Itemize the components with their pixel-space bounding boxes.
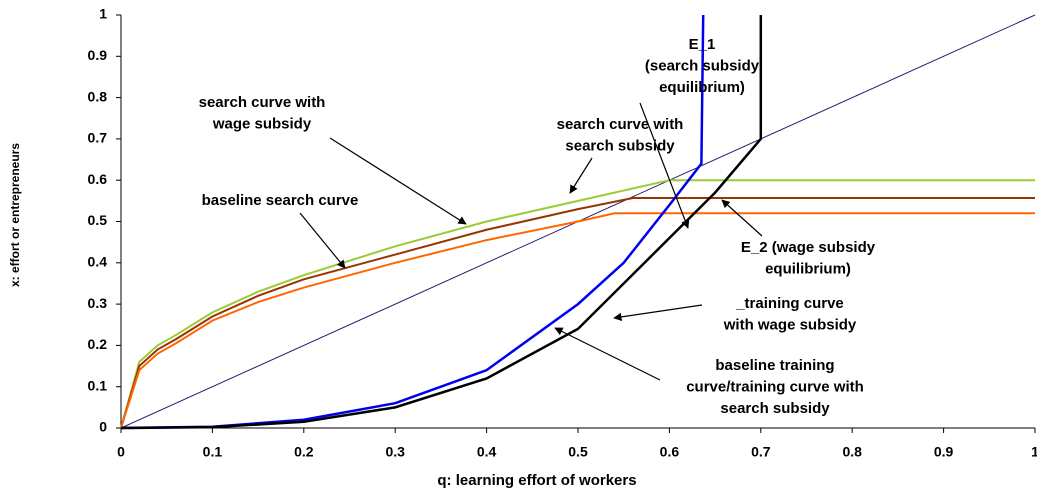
annotation-arrow bbox=[329, 137, 467, 225]
x-tick-label: 0.8 bbox=[842, 444, 862, 460]
x-tick-label: 0.2 bbox=[294, 444, 314, 460]
annotation: _training curve bbox=[735, 295, 844, 312]
annotation: wage subsidy bbox=[212, 115, 312, 132]
annotation: with wage subsidy bbox=[723, 316, 857, 333]
y-tick-label: 0.3 bbox=[88, 295, 108, 311]
y-tick-label: 0.2 bbox=[88, 336, 108, 352]
x-tick-label: 0 bbox=[117, 444, 125, 460]
annotation: search curve with bbox=[557, 116, 684, 133]
annotation-arrow bbox=[569, 157, 593, 194]
annotation: E_1 bbox=[689, 36, 716, 53]
annotation-arrow bbox=[721, 199, 763, 237]
annotation: curve/training curve with bbox=[686, 378, 864, 395]
x-tick-label: 0.1 bbox=[203, 444, 223, 460]
y-tick-label: 0.5 bbox=[88, 212, 108, 228]
curve bbox=[120, 15, 763, 430]
y-tick-label: 0.9 bbox=[88, 47, 108, 63]
annotation: search subsidy bbox=[565, 137, 675, 154]
annotation: baseline training bbox=[715, 357, 834, 374]
annotation: baseline search curve bbox=[202, 192, 359, 209]
y-tick-label: 1 bbox=[99, 6, 107, 22]
annotation: (search subsidy bbox=[645, 57, 760, 74]
x-tick-label: 0.6 bbox=[660, 444, 680, 460]
x-tick-label: 0.7 bbox=[751, 444, 771, 460]
y-tick-label: 0.4 bbox=[88, 254, 108, 270]
x-tick-label: 0.3 bbox=[385, 444, 405, 460]
curve bbox=[120, 196, 1035, 429]
y-axis-label: x: effort or entrepreneurs bbox=[8, 143, 22, 287]
annotation: E_2 (wage subsidy bbox=[741, 239, 876, 256]
y-tick-label: 0.7 bbox=[88, 130, 108, 146]
y-tick-label: 0.6 bbox=[88, 171, 108, 187]
curve bbox=[120, 14, 705, 430]
x-tick-label: 0.4 bbox=[477, 444, 497, 460]
x-tick-label: 0.9 bbox=[934, 444, 954, 460]
x-tick-label: 1 bbox=[1031, 444, 1037, 460]
y-tick-label: 0.8 bbox=[88, 88, 108, 104]
y-tick-label: 0.1 bbox=[88, 377, 108, 393]
annotation-arrow bbox=[554, 327, 661, 381]
x-axis-label: q: learning effort of workers bbox=[437, 472, 636, 489]
x-tick-label: 0.5 bbox=[568, 444, 588, 460]
annotation-arrow bbox=[299, 212, 346, 269]
y-tick-label: 0 bbox=[99, 419, 107, 435]
annotation-arrow bbox=[613, 304, 703, 322]
annotation: search curve with bbox=[199, 94, 326, 111]
annotation: equilibrium) bbox=[765, 260, 851, 277]
annotation: search subsidy bbox=[720, 400, 830, 417]
annotation: equilibrium) bbox=[659, 79, 745, 96]
curve bbox=[120, 179, 1035, 429]
annotation-arrow bbox=[639, 102, 690, 229]
curve bbox=[120, 212, 1035, 429]
